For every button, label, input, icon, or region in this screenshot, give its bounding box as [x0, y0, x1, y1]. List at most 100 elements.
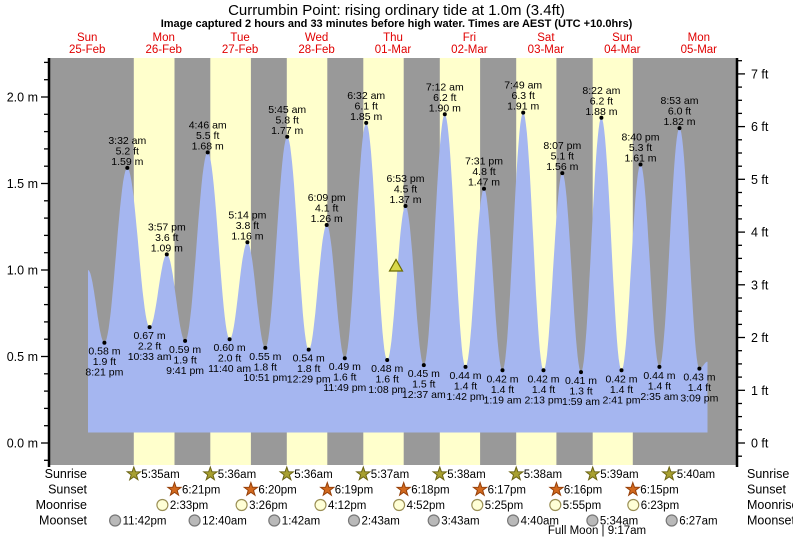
moonrise-icon — [156, 498, 169, 512]
y-tick-label-m: 1.0 m — [7, 264, 38, 278]
tide-point-dot — [619, 368, 624, 373]
tide-point-label: 1.9 ft — [93, 356, 116, 368]
astro-time-label: 5:39am — [600, 469, 638, 481]
tide-point-dot — [245, 240, 250, 245]
astro-row-label-right: Moonset — [747, 514, 793, 528]
tide-point-label: 1.6 ft — [333, 372, 356, 384]
astro-time-label: 6:18pm — [411, 485, 449, 497]
day-date-label: 25-Feb — [69, 44, 105, 56]
sunrise-icon — [202, 465, 219, 481]
day-name-label: Wed — [305, 32, 328, 44]
astro-row-label-right: Sunrise — [747, 467, 789, 481]
sunset-icon — [395, 480, 412, 497]
tide-point-label: 1.5 ft — [412, 379, 435, 391]
moonset-icon — [108, 514, 122, 527]
tide-point-dot — [205, 150, 210, 155]
day-name-label: Mon — [153, 32, 175, 44]
tide-point-label: 0.59 m — [169, 344, 201, 356]
tide-point-dot — [364, 120, 369, 125]
tide-point-label: 1.16 m — [231, 230, 263, 242]
tide-point-dot — [482, 186, 486, 191]
astro-time-label: 4:40am — [521, 516, 559, 528]
tide-point-label: 6.0 ft — [668, 106, 691, 118]
tide-point-label: 6.2 ft — [590, 95, 613, 107]
astro-time-label: 12:40am — [202, 516, 247, 528]
tide-point-dot — [638, 162, 643, 167]
y-tick-label-ft: 6 ft — [751, 120, 769, 134]
astro-row-label-right: Moonrise — [747, 498, 793, 512]
tide-point-label: 7:12 am — [426, 81, 464, 93]
astro-row-label-left: Sunrise — [45, 467, 87, 481]
tide-point-label: 1.68 m — [192, 140, 224, 152]
astro-row-label-left: Moonrise — [36, 498, 87, 512]
tide-point-dot — [263, 345, 268, 350]
current-level-marker-icon — [388, 258, 404, 272]
tide-point-label: 5.1 ft — [551, 151, 574, 163]
tide-point-label: 1:42 pm — [447, 391, 485, 403]
astro-time-label: 1:42am — [282, 516, 320, 528]
astro-time-label: 4:12pm — [328, 500, 366, 512]
moonrise-icon — [393, 498, 406, 512]
astro-time-label: 5:38am — [524, 469, 562, 481]
tide-point-label: 1.09 m — [151, 242, 183, 254]
tide-point-label: 8:53 am — [661, 95, 699, 107]
tide-point-label: 1.8 ft — [254, 361, 277, 373]
tide-point-label: 1.3 ft — [569, 386, 592, 398]
sunrise-icon — [661, 465, 678, 481]
tide-point-label: 0.43 m — [683, 372, 715, 384]
day-name-label: Tue — [230, 32, 249, 44]
tide-point-dot — [657, 364, 662, 369]
tide-point-label: 1.26 m — [311, 213, 343, 225]
tide-point-label: 1.9 ft — [173, 354, 196, 366]
moonset-icon — [506, 514, 520, 527]
sunset-icon — [624, 480, 641, 497]
moonset-icon — [188, 514, 201, 527]
tide-point-dot — [147, 325, 152, 330]
y-tick-label-m: 0.5 m — [7, 350, 38, 364]
astro-time-label: 6:21pm — [182, 485, 220, 497]
tide-point-label: 0.67 m — [134, 330, 166, 342]
tide-point-label: 1.88 m — [585, 106, 617, 118]
tide-point-label: 2:13 pm — [525, 394, 563, 406]
day-name-label: Fri — [463, 32, 476, 44]
tide-point-label: 1.77 m — [271, 125, 303, 137]
astro-time-label: 2:43am — [362, 516, 400, 528]
sunset-icon — [319, 480, 336, 497]
tide-point-label: 3:32 am — [108, 135, 146, 147]
day-date-label: 05-Mar — [681, 44, 718, 56]
y-tick-label-ft: 2 ft — [751, 331, 769, 345]
astro-time-label: 6:20pm — [258, 485, 296, 497]
tide-point-label: 4.8 ft — [472, 166, 495, 178]
astro-time-label: 5:34am — [600, 516, 638, 528]
tide-point-label: 0.60 m — [214, 342, 246, 354]
tide-point-dot — [227, 337, 232, 342]
moonset-icon — [347, 514, 361, 527]
astro-time-label: 5:36am — [294, 469, 332, 481]
tide-point-label: 0.58 m — [88, 346, 120, 358]
tide-point-label: 1:59 am — [562, 396, 600, 408]
day-name-label: Thu — [383, 32, 403, 44]
tide-point-label: 2.2 ft — [138, 341, 161, 353]
y-tick-label-ft: 3 ft — [751, 278, 769, 292]
tide-point-label: 1:08 pm — [368, 384, 406, 396]
moonrise-icon — [235, 498, 248, 512]
tide-point-dot — [442, 112, 447, 117]
moonset-icon — [427, 514, 440, 527]
astro-time-label: 6:17pm — [488, 485, 526, 497]
tide-point-label: 12:37 am — [402, 389, 446, 401]
day-name-label: Sat — [537, 32, 555, 44]
tide-point-label: 8:21 pm — [85, 367, 123, 379]
day-date-label: 04-Mar — [604, 44, 641, 56]
tide-point-label: 0.45 m — [408, 368, 440, 380]
tide-point-dot — [125, 165, 130, 170]
tide-point-dot — [677, 126, 682, 131]
tide-point-label: 5.2 ft — [116, 145, 139, 157]
tide-point-label: 1.4 ft — [648, 380, 671, 392]
sunset-icon — [548, 480, 565, 497]
day-date-label: 27-Feb — [222, 44, 258, 56]
tide-point-label: 1.82 m — [663, 116, 695, 128]
tide-point-label: 6.1 ft — [355, 100, 378, 112]
y-tick-label-m: 2.0 m — [7, 91, 38, 105]
